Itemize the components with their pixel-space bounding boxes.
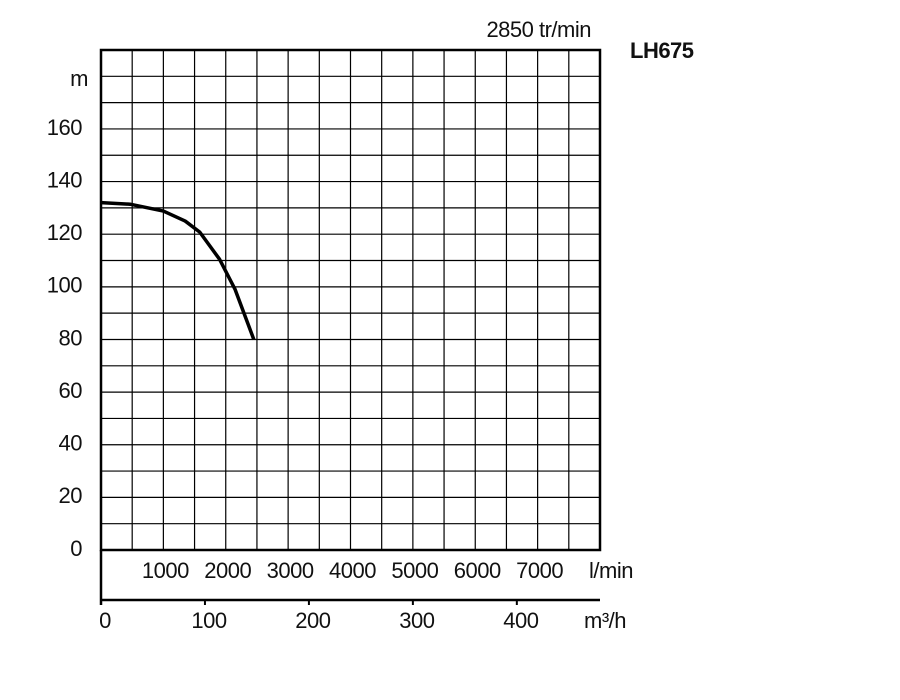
plot-frame [99, 48, 602, 552]
x2-tick-label: 4000 [329, 558, 376, 583]
y-tick-label: 20 [59, 483, 83, 508]
y-tick-label: 120 [47, 220, 82, 245]
x2-axis-label: l/min [589, 558, 633, 583]
y-tick-label: 40 [59, 431, 83, 456]
y-tick-label: 0 [70, 536, 82, 561]
y-tick-label: 80 [59, 325, 83, 350]
x-tick-label: 0 [99, 608, 111, 633]
y-tick-label: 140 [47, 167, 82, 192]
x2-tick-label: 3000 [267, 558, 314, 583]
x-tick-label: 300 [399, 608, 434, 633]
x2-tick-label: 2000 [204, 558, 251, 583]
x-axis-label: m³/h [584, 608, 626, 633]
curve [100, 200, 256, 341]
x2-tick-label: 7000 [516, 558, 563, 583]
chart-subtitle: 2850 tr/min [486, 17, 591, 42]
y-tick-label: 160 [47, 115, 82, 140]
x2-tick-label: 1000 [142, 558, 189, 583]
y-axis-label: m [70, 66, 88, 91]
x-tick-label: 100 [191, 608, 226, 633]
x-tick-label: 400 [503, 608, 538, 633]
y-tick-label: 100 [47, 273, 82, 298]
y-tick-label: 60 [59, 378, 83, 403]
chart-title: LH675 [630, 38, 694, 63]
x-tick-label: 200 [295, 608, 330, 633]
x2-tick-label: 5000 [391, 558, 438, 583]
x2-tick-label: 6000 [454, 558, 501, 583]
